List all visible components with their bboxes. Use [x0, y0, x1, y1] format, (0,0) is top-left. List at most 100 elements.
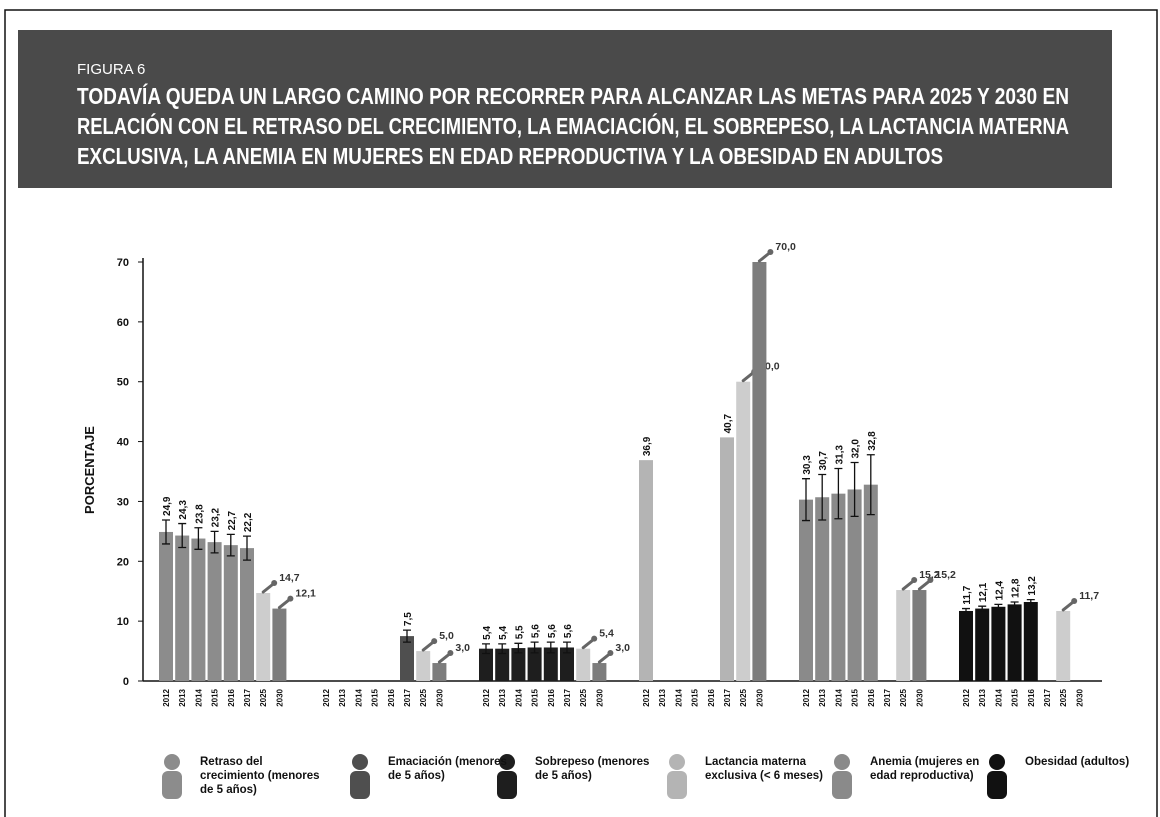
- legend-icon: [164, 754, 180, 770]
- legend-label: Sobrepeso (menores de 5 años): [535, 756, 650, 782]
- bar: [592, 663, 607, 681]
- x-tick-label: 2016: [547, 688, 556, 706]
- bar: [400, 636, 414, 681]
- bar: [959, 610, 973, 681]
- target-pin-head: [591, 635, 598, 642]
- value-label: 32,8: [867, 431, 878, 451]
- x-tick-label: 2013: [338, 688, 347, 706]
- bar: [1007, 604, 1022, 681]
- error-bar: [530, 641, 539, 654]
- target-pin-head: [927, 577, 934, 584]
- value-label: 23,2: [211, 507, 222, 527]
- target-pin-head: [911, 577, 918, 584]
- error-bar: [818, 473, 827, 521]
- value-label: 5,4: [482, 626, 493, 640]
- x-tick-label: 2012: [482, 688, 491, 706]
- value-label: 5,6: [547, 624, 558, 638]
- value-label: 5,4: [498, 626, 509, 640]
- bar: [272, 608, 287, 681]
- value-label: 5,4: [599, 628, 614, 640]
- value-label: 13,2: [1027, 576, 1038, 596]
- bar: [159, 531, 173, 681]
- value-label: 11,7: [1079, 590, 1099, 602]
- error-bar: [1026, 598, 1035, 606]
- bar: [495, 648, 510, 681]
- error-bar: [194, 527, 203, 550]
- legend-icon: [350, 771, 370, 799]
- value-label: 5,6: [563, 624, 574, 638]
- x-tick-label: 2030: [1075, 688, 1084, 706]
- x-tick-label: 2012: [802, 688, 811, 706]
- bar: [560, 647, 574, 681]
- x-tick-label: 2017: [403, 688, 412, 706]
- bar: [175, 535, 190, 681]
- error-bar: [210, 530, 219, 554]
- x-tick-label: 2015: [691, 688, 700, 706]
- value-label: 5,6: [531, 624, 542, 638]
- x-tick-label: 2025: [1059, 688, 1068, 706]
- bar: [752, 262, 767, 681]
- value-label: 22,7: [227, 510, 238, 530]
- legend-label: Lactancia materna exclusiva (< 6 meses): [705, 756, 823, 782]
- error-bar: [563, 641, 571, 654]
- bar: [191, 538, 206, 681]
- bar: [223, 545, 238, 681]
- error-bar: [962, 607, 970, 615]
- target-pin-head: [1071, 597, 1078, 604]
- x-tick-label: 2030: [595, 688, 604, 706]
- bar: [1023, 601, 1038, 681]
- x-tick-label: 2016: [867, 688, 876, 706]
- value-label: 31,3: [834, 445, 845, 465]
- x-tick-label: 2016: [227, 688, 236, 706]
- x-tick-label: 2017: [563, 688, 572, 706]
- y-tick-label: 70: [117, 257, 129, 269]
- value-label: 11,7: [962, 585, 973, 604]
- value-label: 24,3: [178, 500, 189, 520]
- error-bar: [866, 454, 875, 516]
- bar: [991, 606, 1006, 681]
- target-pin-head: [431, 638, 438, 645]
- x-tick-label: 2030: [435, 688, 444, 706]
- target-pin-head: [271, 580, 278, 587]
- x-tick-label: 2012: [962, 688, 971, 706]
- legend-icon: [162, 771, 182, 799]
- x-tick-label: 2015: [851, 688, 860, 706]
- legend-icon: [352, 754, 368, 770]
- bar: [975, 608, 990, 681]
- error-bar: [226, 533, 235, 557]
- error-bar: [834, 467, 843, 520]
- bar: [831, 493, 846, 681]
- target-pin-head: [447, 650, 454, 657]
- error-bar: [514, 642, 523, 654]
- value-label: 24,9: [162, 496, 173, 516]
- chart-title: RELACIÓN CON EL RETRASO DEL CRECIMIENTO,…: [77, 112, 1069, 139]
- value-label: 30,7: [818, 451, 829, 471]
- x-tick-label: 2013: [978, 688, 987, 706]
- y-tick-label: 20: [117, 556, 129, 568]
- x-tick-label: 2014: [354, 688, 363, 706]
- x-tick-label: 2016: [387, 688, 396, 706]
- target-pin: [437, 652, 451, 664]
- error-bar: [243, 535, 251, 561]
- bar: [720, 437, 734, 681]
- legend-icon: [989, 754, 1005, 770]
- target-pin: [1061, 600, 1075, 612]
- value-label: 7,5: [403, 612, 414, 626]
- y-tick-label: 50: [117, 377, 129, 389]
- bar: [639, 460, 653, 681]
- legend-icon: [987, 771, 1007, 799]
- x-tick-label: 2030: [275, 688, 284, 706]
- x-tick-label: 2015: [211, 688, 220, 706]
- bar: [240, 548, 254, 681]
- x-tick-label: 2025: [419, 688, 428, 706]
- target-pin-head: [287, 595, 294, 602]
- x-tick-label: 2014: [514, 688, 523, 706]
- bar: [912, 590, 927, 681]
- bar: [432, 663, 447, 681]
- x-tick-label: 2012: [322, 688, 331, 706]
- bar: [896, 590, 911, 681]
- value-label: 70,0: [775, 241, 796, 253]
- y-axis-label: PORCENTAJE: [82, 426, 97, 514]
- value-label: 32,0: [851, 439, 862, 459]
- value-label: 40,7: [723, 413, 734, 433]
